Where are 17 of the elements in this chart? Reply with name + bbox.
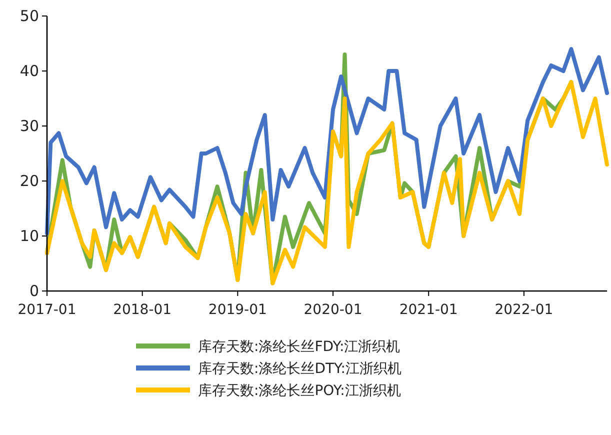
- line-series: [45, 80, 609, 286]
- legend-label: 库存天数:涤纶长丝DTY:江浙织机: [198, 361, 402, 377]
- legend-label: 库存天数:涤纶长丝FDY:江浙织机: [198, 339, 400, 355]
- x-tick-label: 2022-01: [494, 302, 554, 318]
- y-tick-label: 30: [20, 117, 39, 135]
- x-tick-label: 2018-01: [113, 302, 172, 318]
- y-tick-label: 40: [20, 62, 39, 80]
- line-series: [45, 47, 609, 236]
- x-tick-label: 2021-01: [399, 302, 458, 318]
- x-tick-label: 2019-01: [208, 302, 267, 318]
- y-tick-label: 20: [20, 172, 39, 190]
- y-tick-label: 50: [20, 7, 39, 25]
- y-tick-label: 10: [20, 227, 39, 245]
- x-tick-label: 2020-01: [304, 302, 362, 318]
- legend-label: 库存天数:涤纶长丝POY:江浙织机: [198, 383, 401, 399]
- x-tick-label: 2017-01: [18, 302, 76, 318]
- y-tick-label: 0: [29, 282, 39, 300]
